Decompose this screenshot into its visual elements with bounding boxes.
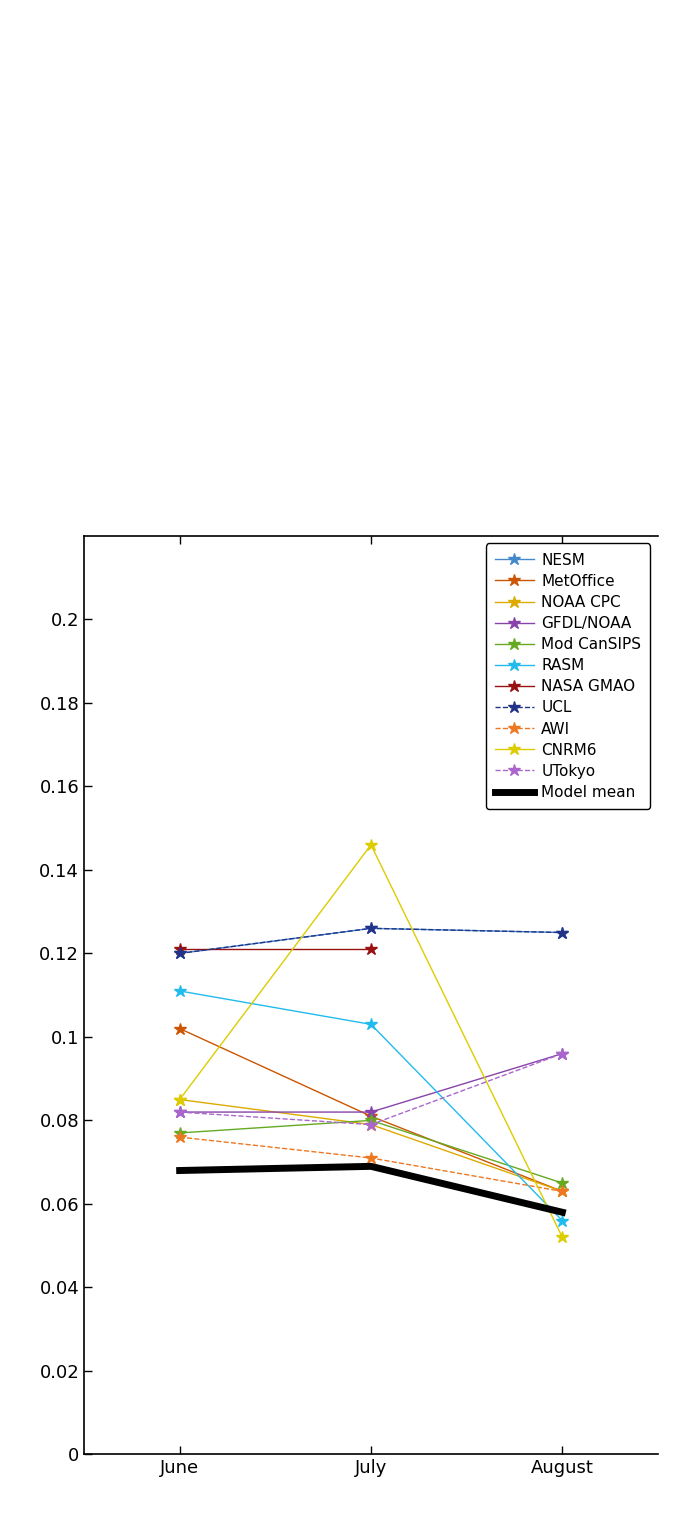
Model mean xyxy=(367,1157,375,1176)
GFDL/NOAA xyxy=(558,1044,566,1063)
Line: Model mean: Model mean xyxy=(180,1167,562,1213)
NESM xyxy=(558,923,566,942)
UCL xyxy=(176,945,184,963)
NASA GMAO xyxy=(367,940,375,958)
Legend: NESM, MetOffice, NOAA CPC, GFDL/NOAA, Mod CanSIPS, RASM, NASA GMAO, UCL, AWI, CN: NESM, MetOffice, NOAA CPC, GFDL/NOAA, Mo… xyxy=(486,544,650,808)
UTokyo xyxy=(367,1116,375,1134)
NOAA CPC xyxy=(367,1116,375,1134)
NASA GMAO xyxy=(176,940,184,958)
Mod CanSIPS xyxy=(176,1124,184,1142)
Line: NOAA CPC: NOAA CPC xyxy=(174,1093,568,1197)
Mod CanSIPS xyxy=(558,1174,566,1193)
RASM xyxy=(558,1211,566,1229)
Line: NASA GMAO: NASA GMAO xyxy=(174,943,377,955)
AWI xyxy=(367,1148,375,1167)
NOAA CPC xyxy=(176,1090,184,1108)
Line: NESM: NESM xyxy=(174,922,568,960)
Line: MetOffice: MetOffice xyxy=(174,1023,568,1197)
CNRM6 xyxy=(176,1090,184,1108)
RASM xyxy=(176,981,184,1000)
RASM xyxy=(367,1015,375,1033)
UTokyo xyxy=(558,1044,566,1063)
Model mean xyxy=(558,1203,566,1222)
Mod CanSIPS xyxy=(367,1112,375,1130)
MetOffice xyxy=(558,1182,566,1200)
UCL xyxy=(367,919,375,937)
MetOffice xyxy=(176,1020,184,1038)
CNRM6 xyxy=(558,1228,566,1246)
Line: GFDL/NOAA: GFDL/NOAA xyxy=(174,1047,568,1118)
Line: CNRM6: CNRM6 xyxy=(174,839,568,1243)
Line: UTokyo: UTokyo xyxy=(174,1047,568,1131)
AWI xyxy=(176,1128,184,1147)
GFDL/NOAA xyxy=(367,1102,375,1121)
GFDL/NOAA xyxy=(176,1102,184,1121)
AWI xyxy=(558,1182,566,1200)
NOAA CPC xyxy=(558,1182,566,1200)
Line: UCL: UCL xyxy=(174,922,568,960)
Line: AWI: AWI xyxy=(174,1131,568,1197)
NESM xyxy=(176,945,184,963)
NESM xyxy=(367,919,375,937)
MetOffice xyxy=(367,1107,375,1125)
Model mean xyxy=(176,1162,184,1180)
UTokyo xyxy=(176,1102,184,1121)
Line: Mod CanSIPS: Mod CanSIPS xyxy=(174,1115,568,1190)
Line: RASM: RASM xyxy=(174,984,568,1226)
UCL xyxy=(558,923,566,942)
CNRM6 xyxy=(367,836,375,854)
